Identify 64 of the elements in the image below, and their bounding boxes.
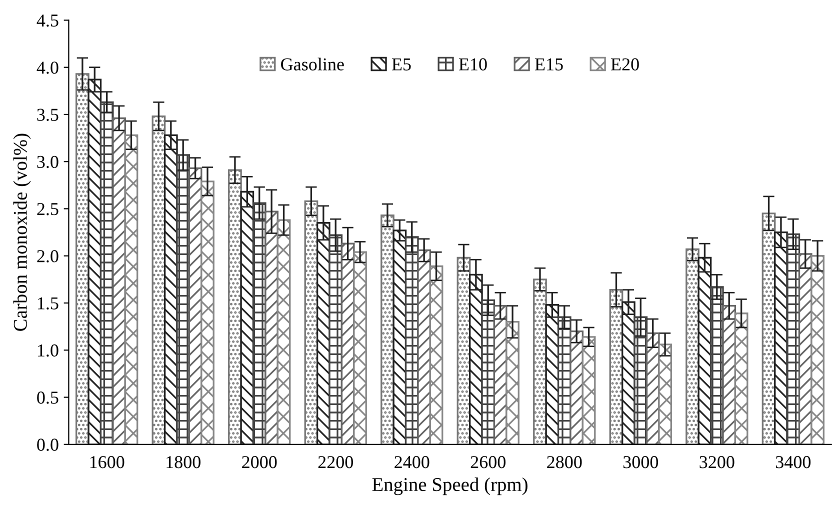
bar (228, 169, 242, 444)
y-tick-label: 0.5 (37, 392, 58, 404)
bar (264, 210, 278, 444)
bar (176, 154, 190, 444)
bar (380, 214, 394, 444)
bar (686, 248, 700, 444)
bar (481, 299, 496, 444)
y-tick-label: 1.0 (38, 344, 58, 357)
bar (710, 286, 724, 444)
bar (582, 336, 596, 444)
bar (493, 304, 508, 444)
bar (762, 212, 776, 444)
y-tick-label: 4.5 (36, 14, 58, 27)
bar (658, 344, 672, 444)
x-tick-label: 1600 (90, 456, 124, 468)
bar (634, 316, 648, 444)
legend-label: E15 (534, 58, 563, 70)
y-axis-title: Carbon monoxide (vol%) (13, 134, 31, 331)
y-tick-label: 1.5 (38, 297, 58, 310)
bar (533, 278, 547, 444)
bar (304, 200, 318, 444)
y-tick-label: 2.0 (37, 250, 58, 262)
bar (722, 304, 736, 444)
bar (100, 101, 114, 444)
legend-label: E20 (611, 58, 639, 70)
legend-label: E5 (392, 58, 411, 70)
legend-label: Gasoline (281, 58, 344, 70)
legend-label: E10 (458, 58, 487, 70)
x-tick-label: 3000 (623, 456, 658, 468)
bar (734, 312, 748, 444)
x-axis-title: Engine Speed (rpm) (372, 477, 528, 496)
x-tick-label: 3200 (700, 456, 734, 468)
bar (340, 242, 355, 444)
y-tick-label: 2.5 (37, 203, 58, 216)
y-tick-label: 3.0 (37, 156, 58, 168)
bar (570, 330, 584, 444)
bar (506, 321, 520, 444)
y-tick-label: 4.0 (36, 62, 58, 74)
y-tick-label: 0.0 (37, 438, 58, 451)
y-tick-label: 3.5 (37, 108, 58, 121)
bar (328, 234, 343, 444)
x-tick-label: 2200 (318, 456, 353, 468)
x-tick-label: 2000 (242, 456, 277, 468)
bar (188, 167, 202, 444)
bar (112, 117, 126, 444)
bar (276, 219, 291, 444)
bar (252, 202, 266, 444)
bar (456, 256, 471, 444)
bar (429, 265, 444, 444)
bar (152, 116, 166, 444)
x-tick-label: 3400 (776, 456, 811, 468)
bar (786, 233, 800, 444)
x-tick-label: 1800 (166, 456, 200, 468)
bar (76, 73, 90, 444)
bar (557, 316, 572, 444)
x-tick-label: 2600 (470, 456, 506, 468)
bar (353, 251, 367, 444)
bar (124, 134, 138, 444)
bar (810, 255, 825, 444)
x-tick-label: 2800 (547, 456, 582, 468)
x-tick-label: 2400 (394, 456, 430, 468)
bar (200, 180, 214, 444)
bar (404, 236, 419, 444)
bar (417, 249, 432, 444)
